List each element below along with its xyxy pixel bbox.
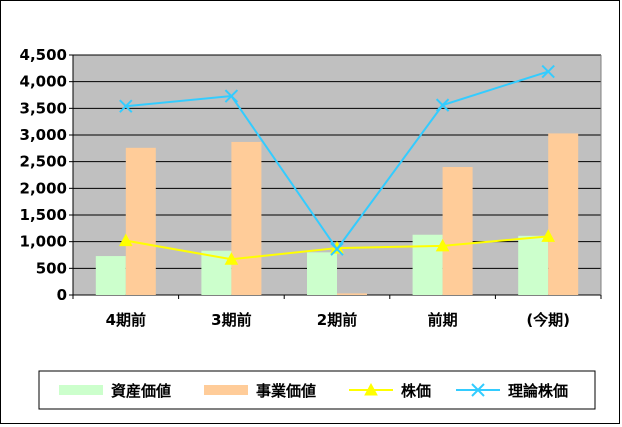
bar: [518, 235, 549, 295]
point-marker: [119, 99, 133, 113]
y-tick-label: 0: [57, 286, 67, 304]
bar: [231, 141, 262, 295]
y-tick-label: 4,500: [20, 46, 67, 64]
point-marker: [224, 252, 239, 265]
y-tick-label: 2,500: [20, 153, 67, 171]
y-tick-label: 500: [36, 259, 67, 277]
line-series: [118, 64, 556, 265]
y-tick-label: 1,500: [20, 206, 67, 224]
bar: [548, 133, 579, 295]
bar: [412, 234, 443, 295]
point-marker: [118, 233, 133, 247]
bar: [125, 147, 156, 295]
legend-label: 株価: [401, 382, 431, 400]
y-axis-ticks: 0 500 1,000 1,500 2,000 2,500 3,000 3,500 4,000 4…: [20, 46, 73, 304]
point-marker: [224, 89, 239, 103]
legend-label: 資産価値: [111, 382, 171, 400]
legend: 資産価値 事業価値 株価 理論株価: [38, 370, 596, 410]
point-marker: [435, 98, 450, 112]
x-tick-label: (今期): [526, 311, 570, 329]
point-marker: [364, 382, 378, 396]
point-marker: [541, 229, 556, 242]
legend-label: 理論株価: [508, 382, 568, 400]
y-tick-label: 1,000: [20, 233, 67, 251]
x-tick-label: 4期前: [106, 311, 146, 329]
y-tick-label: 4,000: [20, 73, 67, 91]
x-axis-ticks: 4期前 3期前 2期前 前期 (今期): [72, 295, 602, 329]
x-tick-label: 2期前: [317, 311, 357, 329]
bar: [95, 256, 126, 295]
bar: [307, 252, 337, 295]
x-tick-label: 前期: [428, 311, 458, 329]
bar-series: [95, 133, 579, 295]
legend-swatch: [204, 385, 248, 395]
y-tick-label: 3,000: [20, 126, 67, 144]
legend-swatch: [59, 385, 103, 395]
x-tick-label: 3期前: [211, 311, 251, 329]
point-marker: [471, 383, 485, 397]
point-marker: [330, 242, 344, 256]
legend-box: [38, 370, 596, 410]
legend-label: 事業価値: [256, 382, 316, 400]
point-marker: [435, 238, 450, 252]
y-tick-label: 3,500: [20, 99, 67, 117]
bar: [337, 293, 367, 295]
bar: [442, 167, 473, 295]
y-tick-label: 2,000: [20, 179, 67, 197]
point-marker: [541, 64, 555, 79]
